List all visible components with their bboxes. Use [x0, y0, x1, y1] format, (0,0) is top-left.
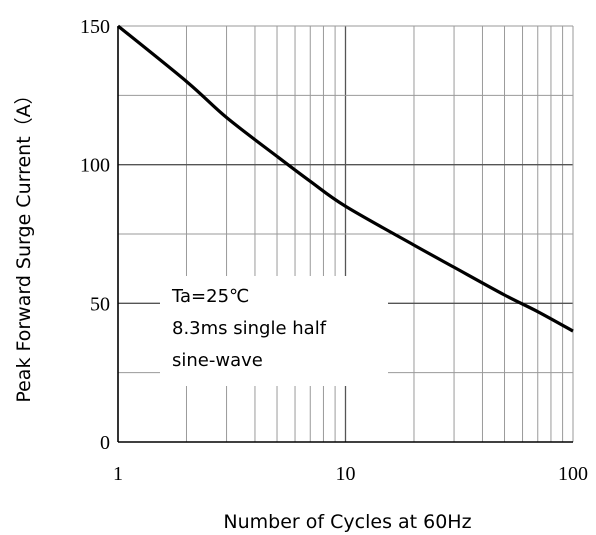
annotation-line: Ta=25℃ — [171, 286, 249, 307]
y-tick-label: 100 — [80, 155, 110, 177]
y-tick-label: 150 — [80, 16, 110, 38]
x-tick-label: 10 — [336, 463, 356, 485]
annotation: Ta=25℃ 8.3ms single half sine-wave — [171, 286, 327, 371]
axes — [117, 26, 573, 443]
annotation-line: sine-wave — [172, 350, 263, 371]
x-axis-label: Number of Cycles at 60Hz — [223, 511, 471, 533]
x-tick-label: 1 — [113, 463, 123, 485]
annotation-background — [160, 276, 388, 386]
y-axis-label: Peak Forward Surge Current（A） — [13, 85, 35, 402]
y-tick-label: 0 — [100, 432, 110, 454]
tick-labels: 1 10 100 150 100 50 0 — [80, 16, 588, 485]
x-tick-label: 100 — [558, 463, 588, 485]
y-tick-label: 50 — [90, 293, 110, 315]
surge-curve — [116, 24, 574, 333]
annotation-line: 8.3ms single half — [172, 318, 327, 339]
